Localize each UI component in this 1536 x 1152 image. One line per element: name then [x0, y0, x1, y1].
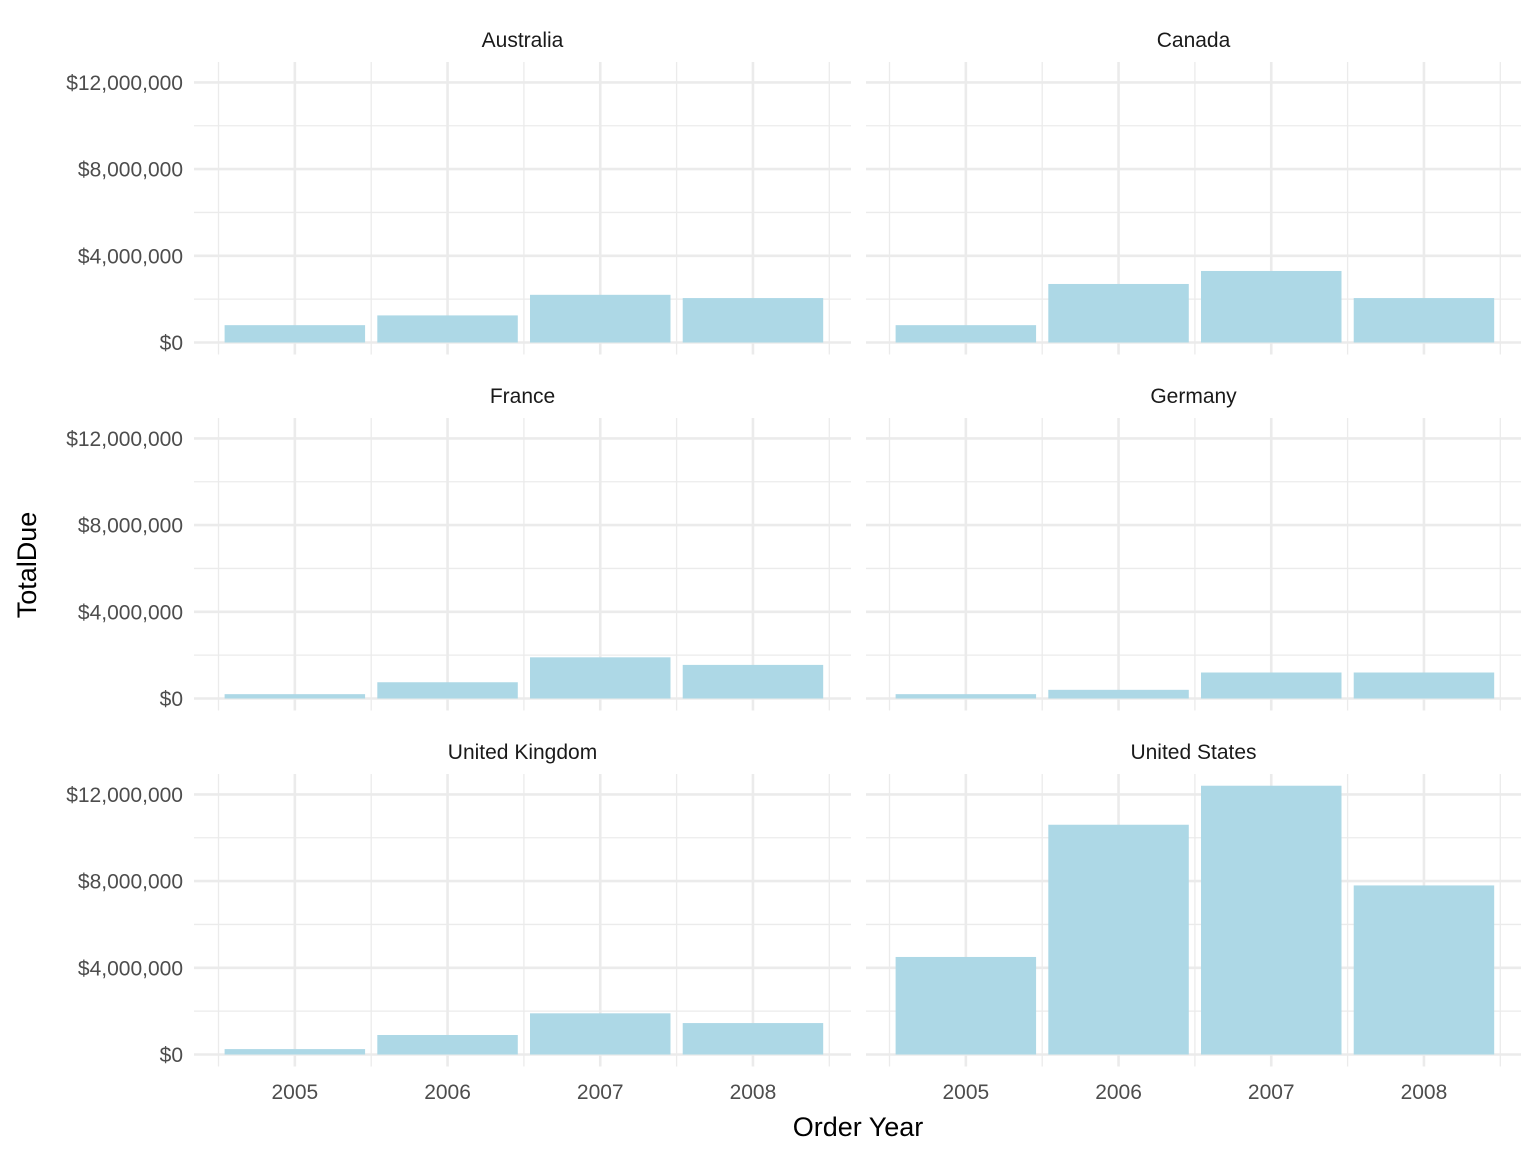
bar-france-2008 — [682, 664, 824, 699]
bar-united-kingdom-2006 — [377, 1034, 518, 1055]
bar-france-2007 — [530, 657, 671, 699]
x-tick-label-2008: 2008 — [1401, 1081, 1448, 1104]
bar-germany-2007 — [1201, 672, 1342, 699]
x-tick-label-2008: 2008 — [730, 1081, 777, 1104]
y-tick-label: $12,000,000 — [66, 72, 183, 95]
y-tick-label: $4,000,000 — [78, 245, 183, 268]
bar-united-states-2006 — [1048, 824, 1189, 1055]
bar-germany-2008 — [1353, 672, 1495, 699]
y-tick-label: $12,000,000 — [66, 428, 183, 451]
facet-label-germany: Germany — [1150, 385, 1237, 408]
bar-germany-2005 — [895, 694, 1037, 699]
bar-canada-2005 — [895, 325, 1037, 343]
y-tick-label: $8,000,000 — [78, 871, 183, 894]
x-tick-label-2006: 2006 — [1095, 1081, 1142, 1104]
bar-united-states-2005 — [895, 956, 1037, 1055]
bar-canada-2006 — [1048, 283, 1189, 343]
x-tick-label-2006: 2006 — [424, 1081, 471, 1104]
facet-australia: Australia $0 $4,000,000 $8,000,000 $12,000,0… — [66, 29, 851, 355]
bar-france-2005 — [224, 694, 366, 699]
x-axis-title: Order Year — [793, 1112, 924, 1142]
bar-australia-2008 — [682, 298, 824, 343]
facet-label-united-states: United States — [1130, 741, 1256, 764]
x-tick-label-2007: 2007 — [577, 1081, 624, 1104]
y-tick-label: $0 — [160, 1044, 183, 1067]
x-tick-label-2007: 2007 — [1248, 1081, 1295, 1104]
bar-united-kingdom-2005 — [224, 1049, 366, 1055]
bar-canada-2008 — [1353, 298, 1495, 343]
y-tick-label: $0 — [160, 688, 183, 711]
bar-canada-2007 — [1201, 270, 1342, 343]
bar-australia-2007 — [530, 294, 671, 343]
facet-germany: Germany — [866, 385, 1521, 711]
facet-canada: Canada — [866, 29, 1521, 355]
bar-united-kingdom-2008 — [682, 1023, 824, 1055]
bar-germany-2006 — [1048, 689, 1189, 699]
facet-united-states: United States 2005 2006 2007 2008 — [866, 741, 1521, 1104]
y-axis-title: TotalDue — [12, 512, 42, 619]
bar-australia-2005 — [224, 325, 366, 343]
bar-australia-2006 — [377, 315, 518, 343]
y-tick-label: $8,000,000 — [78, 159, 183, 182]
facet-label-canada: Canada — [1157, 29, 1231, 52]
bar-france-2006 — [377, 682, 518, 699]
y-tick-label: $4,000,000 — [78, 601, 183, 624]
y-tick-label: $12,000,000 — [66, 784, 183, 807]
facet-united-kingdom: United Kingdom $0 $4,000,000 $8,000,000 $12,… — [66, 741, 851, 1104]
facet-label-united-kingdom: United Kingdom — [448, 741, 597, 764]
y-tick-label: $4,000,000 — [78, 957, 183, 980]
y-tick-label: $0 — [160, 332, 183, 355]
bar-united-states-2007 — [1201, 785, 1342, 1055]
bar-united-states-2008 — [1353, 885, 1495, 1055]
facet-label-australia: Australia — [482, 29, 564, 52]
y-tick-label: $8,000,000 — [78, 515, 183, 538]
x-tick-label-2005: 2005 — [942, 1081, 989, 1104]
facet-label-france: France — [490, 385, 555, 408]
facet-france: France $0 $4,000,000 $8,000,000 $12,000,000 — [66, 385, 851, 711]
bar-united-kingdom-2007 — [530, 1013, 671, 1055]
x-tick-label-2005: 2005 — [271, 1081, 318, 1104]
